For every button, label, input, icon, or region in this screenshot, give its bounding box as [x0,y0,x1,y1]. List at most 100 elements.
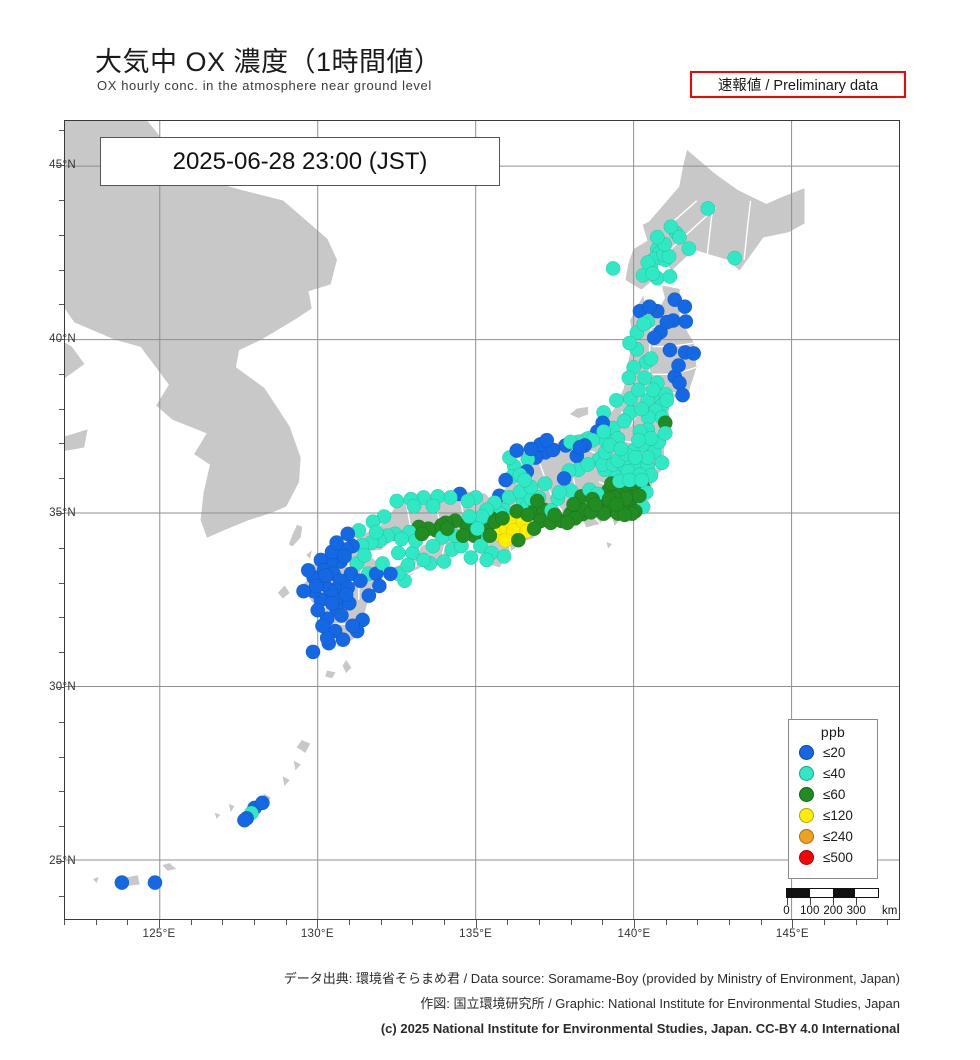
station-point[interactable] [114,875,130,891]
station-point[interactable] [390,545,406,561]
station-point[interactable] [678,314,694,329]
station-point[interactable] [463,550,479,565]
station-point[interactable] [587,496,603,512]
station-point[interactable] [482,528,498,544]
station-point[interactable] [357,547,372,563]
station-point[interactable] [439,521,455,537]
station-point[interactable] [634,472,649,488]
station-point[interactable] [677,299,693,315]
station-point[interactable] [338,587,354,603]
station-point[interactable] [727,250,743,266]
station-point[interactable] [425,538,441,554]
legend-item[interactable]: ≤120 [789,805,877,826]
map-plot-area[interactable] [64,120,900,920]
station-point[interactable] [631,488,647,504]
station-point[interactable] [361,588,377,604]
station-point[interactable] [630,382,646,398]
station-point[interactable] [375,555,390,571]
station-point[interactable] [537,476,553,492]
legend-item[interactable]: ≤20 [789,742,877,763]
station-point[interactable] [640,450,656,465]
station-point[interactable] [627,450,643,465]
station-point[interactable] [608,496,624,512]
station-point[interactable] [479,552,495,568]
station-point[interactable] [637,370,653,386]
station-point[interactable] [296,583,311,599]
station-point[interactable] [646,330,662,346]
station-point[interactable] [675,387,691,403]
station-point[interactable] [329,535,345,550]
station-point[interactable] [539,432,555,448]
station-point[interactable] [254,795,270,811]
station-point[interactable] [551,484,567,500]
station-point[interactable] [315,618,330,634]
station-point[interactable] [659,392,675,408]
station-point[interactable] [237,812,252,828]
station-point[interactable] [645,382,661,398]
station-point[interactable] [566,496,582,512]
station-point[interactable] [667,292,683,308]
station-point[interactable] [605,260,621,276]
station-point[interactable] [461,509,477,524]
station-point[interactable] [510,532,526,548]
station-point[interactable] [608,392,624,408]
station-point[interactable] [580,457,596,472]
station-point[interactable] [556,470,572,486]
station-point[interactable] [657,425,673,441]
station-point[interactable] [643,431,659,446]
station-point[interactable] [455,528,471,544]
station-point[interactable] [442,490,458,505]
station-point[interactable] [520,507,536,523]
station-point[interactable] [498,532,514,548]
station-point[interactable] [147,875,163,891]
station-point[interactable] [337,548,352,564]
station-point[interactable] [324,595,340,611]
station-point[interactable] [617,507,633,523]
station-point[interactable] [686,345,702,361]
station-point[interactable] [700,201,716,216]
station-point[interactable] [659,314,675,330]
station-point[interactable] [654,455,670,471]
legend-item[interactable]: ≤240 [789,826,877,847]
station-point[interactable] [310,602,326,618]
station-point[interactable] [671,358,686,374]
station-point[interactable] [559,515,575,531]
station-point[interactable] [472,538,488,554]
station-point[interactable] [498,472,514,488]
station-point[interactable] [406,498,422,514]
station-point[interactable] [340,526,356,542]
station-point[interactable] [622,335,637,351]
station-point[interactable] [630,432,646,448]
station-point[interactable] [526,521,542,537]
station-point[interactable] [416,552,431,568]
station-point[interactable] [425,498,441,514]
station-point[interactable] [371,578,387,594]
station-point[interactable] [641,299,657,315]
station-point[interactable] [389,493,405,509]
station-point[interactable] [460,493,476,509]
station-point[interactable] [616,413,632,429]
station-point[interactable] [649,229,665,245]
legend-item[interactable]: ≤500 [789,847,877,868]
station-point[interactable] [300,562,316,578]
station-point[interactable] [335,632,351,648]
station-point[interactable] [523,441,539,457]
station-point[interactable] [382,566,398,582]
legend-item[interactable]: ≤40 [789,763,877,784]
station-point[interactable] [305,644,321,660]
station-point[interactable] [400,557,416,573]
station-point[interactable] [352,573,368,589]
station-point[interactable] [645,266,661,282]
station-point[interactable] [636,316,652,332]
station-point[interactable] [469,521,485,537]
station-point[interactable] [572,439,588,455]
station-point[interactable] [436,554,452,570]
station-point[interactable] [643,351,659,367]
station-point[interactable] [621,370,637,386]
station-point[interactable] [509,443,525,459]
station-point[interactable] [496,548,512,564]
station-point[interactable] [414,526,430,542]
station-point[interactable] [634,401,649,417]
station-point[interactable] [368,524,384,540]
station-point[interactable] [613,441,629,457]
